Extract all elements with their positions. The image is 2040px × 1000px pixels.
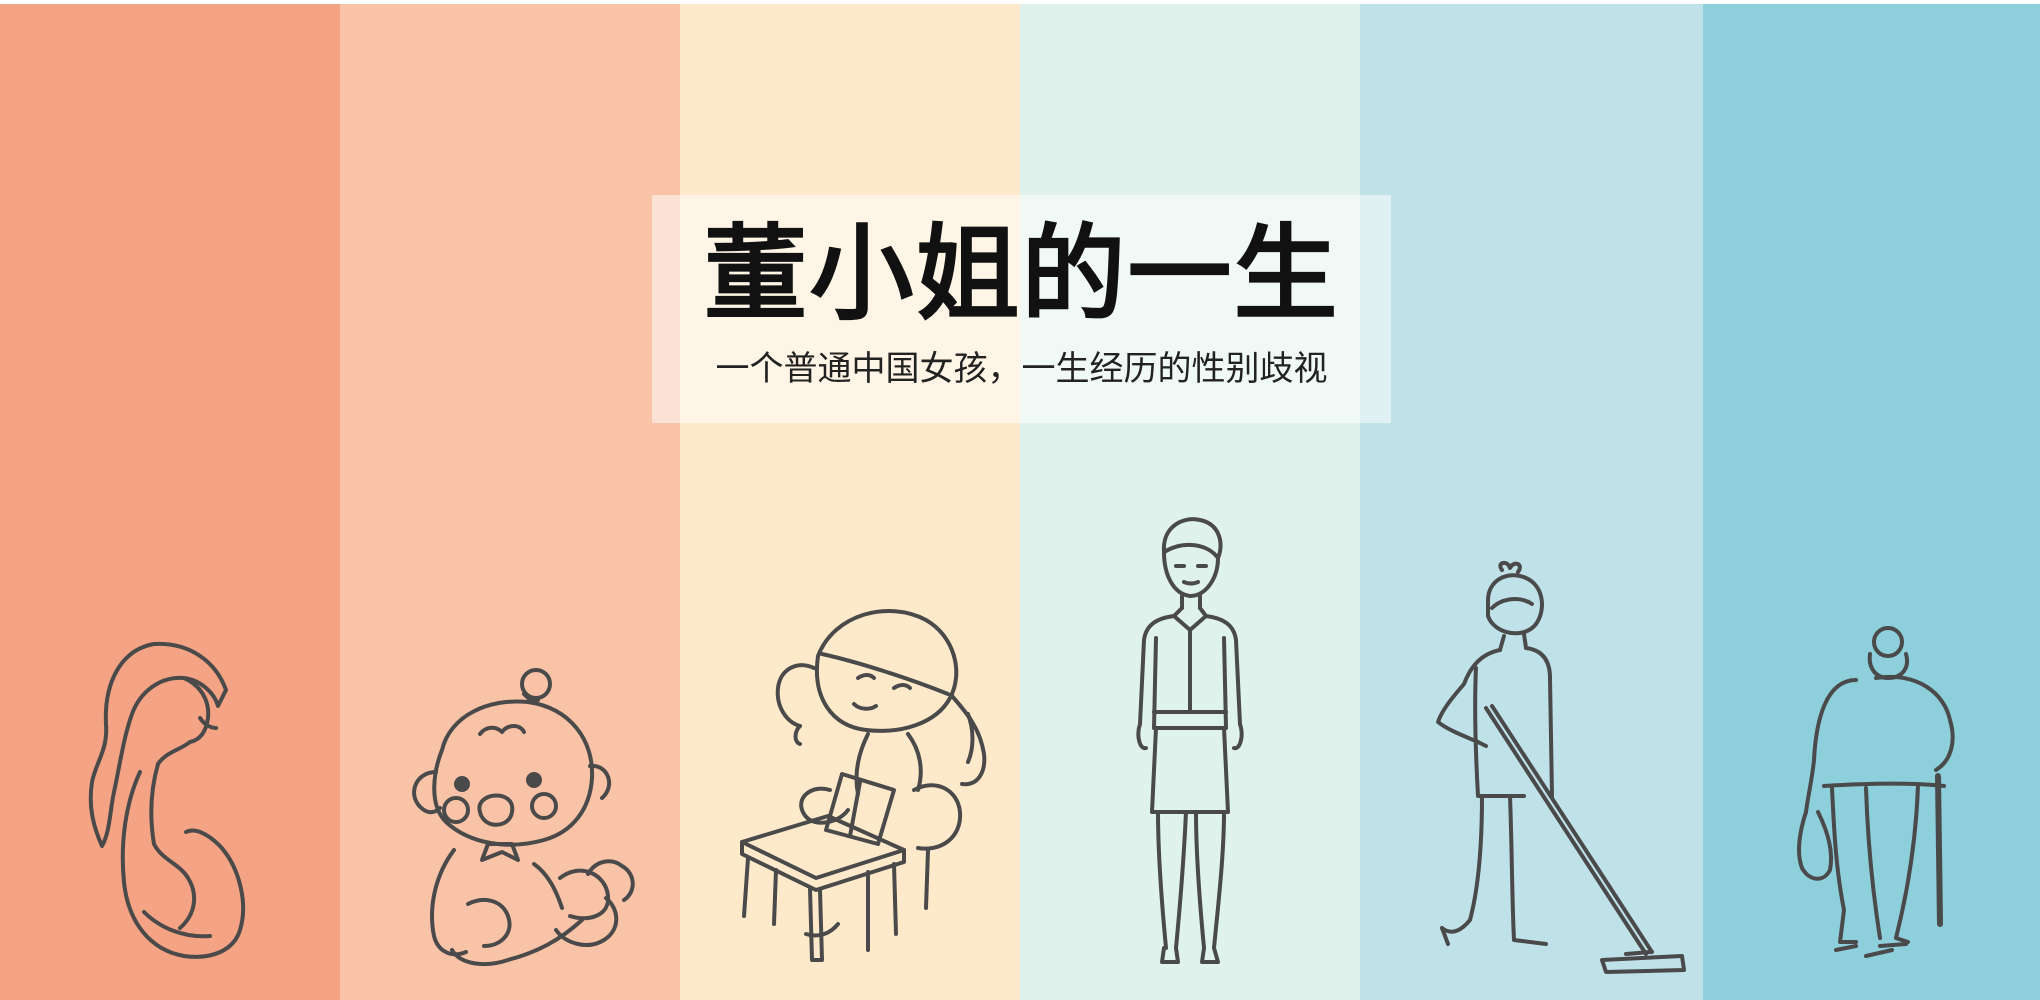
stage-band-old-age <box>1703 4 2040 1000</box>
woman-with-mop-icon <box>1428 560 1690 978</box>
page-title: 董小姐的一生 <box>703 213 1340 335</box>
stage-band-prenatal <box>0 4 340 1000</box>
baby-icon <box>384 660 654 972</box>
stage-band-housework <box>1360 4 1703 1000</box>
page-subtitle: 一个普通中国女孩，一生经历的性别歧视 <box>715 349 1328 389</box>
office-woman-icon <box>1134 516 1246 972</box>
pregnant-woman-icon <box>80 632 260 972</box>
stage-band-infancy <box>340 4 680 1000</box>
schoolgirl-icon <box>718 594 994 972</box>
title-card: 董小姐的一生 一个普通中国女孩，一生经历的性别歧视 <box>652 195 1391 423</box>
poster: 董小姐的一生 一个普通中国女孩，一生经历的性别歧视 <box>0 4 2040 1000</box>
elderly-woman-icon <box>1796 620 1964 972</box>
stage-band-career <box>1020 4 1360 1000</box>
